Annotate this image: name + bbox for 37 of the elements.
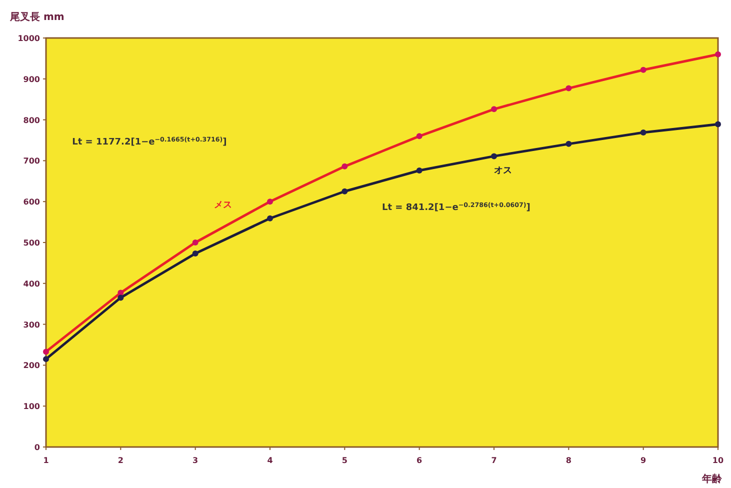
y-tick-label: 800 [23,116,40,125]
y-tick-label: 700 [23,156,40,166]
y-tick-label: 900 [23,74,40,84]
point [118,294,124,301]
point [43,356,49,362]
y-tick-label: 1000 [18,34,40,43]
y-tick-label: 200 [23,361,40,370]
point [342,188,348,194]
y-tick-label: 500 [23,238,40,248]
x-tick-label: 6 [416,456,423,465]
annotation: Lt = 841.2[1−e$^{−0.2786(t+0.0607)}$] [382,201,530,213]
x-tick-label: 3 [192,456,198,465]
y-tick-label: 400 [23,279,40,288]
x-tick-label: 2 [118,456,124,465]
y-tick-label: 300 [23,320,40,330]
x-tick-label: 4 [267,456,274,465]
point [715,121,721,128]
x-tick-label: 10 [712,456,724,465]
series-label: メス [214,200,232,211]
point [192,250,198,257]
x-tick-label: 8 [566,456,572,465]
x-tick-label: 5 [342,456,348,465]
point [491,153,497,160]
y-tick-label: 100 [23,402,40,412]
x-tick-label: 7 [491,456,497,465]
x-tick-label: 9 [640,456,647,465]
y-axis-title: 尾叉長 mm [9,11,64,23]
point [267,215,273,222]
point [566,140,572,147]
x-axis-title: 年齢 [701,473,723,485]
x-tick-label: 1 [43,456,50,465]
y-tick-label: 0 [34,443,40,452]
point [640,129,646,136]
annotation: Lt = 1177.2[1−e$^{−0.1665(t+0.3716)}$] [72,136,227,148]
series-label: オス [494,166,512,176]
y-tick-label: 600 [23,198,40,207]
point [416,168,422,174]
